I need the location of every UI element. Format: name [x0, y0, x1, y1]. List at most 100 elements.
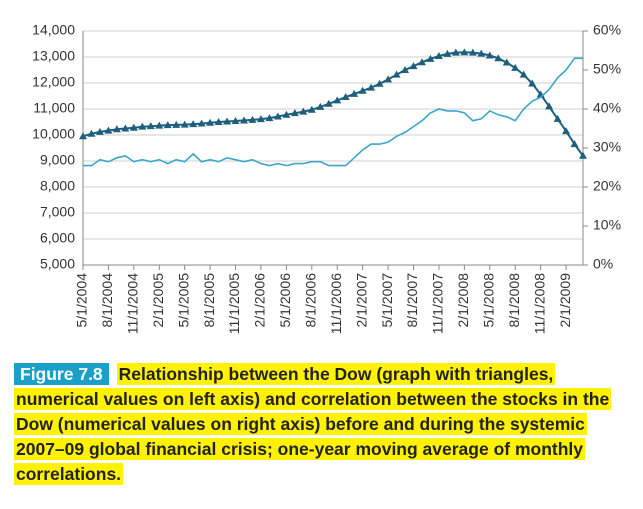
triangle-marker [248, 115, 257, 123]
triangle-marker [477, 49, 486, 57]
series-line [82, 51, 584, 157]
triangle-marker [163, 121, 172, 129]
y2-tick-label: 60% [593, 22, 621, 38]
x-tick-label: 11/1/2008 [531, 273, 547, 334]
y-tick-label: 11,000 [33, 100, 75, 116]
y-tick-label: 10,000 [32, 126, 75, 142]
triangle-marker [129, 123, 138, 131]
triangle-marker [265, 114, 274, 122]
triangle-marker [290, 109, 299, 117]
triangle-marker [562, 127, 571, 135]
x-tick-label: 11/1/2007 [430, 273, 446, 334]
triangle-marker [104, 126, 113, 134]
triangle-marker [494, 54, 503, 62]
triangle-marker [172, 120, 181, 128]
x-tick-label: 5/1/2007 [379, 273, 395, 328]
triangle-marker [155, 121, 164, 129]
x-tick-label: 8/1/2006 [303, 273, 319, 328]
triangle-marker [223, 117, 232, 125]
triangle-marker [282, 110, 291, 118]
triangle-marker [545, 102, 554, 110]
x-tick-label: 11/1/2004 [125, 273, 141, 334]
triangle-marker [316, 102, 325, 110]
chart: 5,000 6,000 7,000 8,000 9,000 10,000 11,000 12,… [32, 22, 621, 335]
x-tick-label: 5/1/2004 [74, 273, 90, 328]
triangle-marker [358, 86, 367, 94]
triangle-marker [324, 99, 333, 107]
triangle-marker [307, 105, 316, 113]
x-tick-label: 11/1/2006 [328, 273, 344, 334]
y-tick-label: 14,000 [32, 22, 75, 38]
triangle-marker [341, 93, 350, 101]
x-tick-label: 2/1/2006 [252, 273, 268, 328]
triangle-marker [95, 127, 104, 135]
y-tick-label: 6,000 [40, 230, 75, 246]
triangle-marker [401, 66, 410, 73]
x-tick-label: 2/1/2007 [353, 273, 369, 328]
triangle-marker [502, 58, 511, 66]
x-tick-label: 5/1/2008 [480, 273, 496, 328]
triangle-marker [553, 114, 562, 122]
triangle-marker [189, 120, 198, 128]
triangle-marker [146, 122, 155, 130]
x-tick-label: 2/1/2005 [150, 273, 166, 328]
y2-tick-label: 20% [593, 178, 621, 194]
y-tick-label: 13,000 [32, 48, 75, 64]
x-tick-label: 5/1/2006 [277, 273, 293, 328]
caption: Figure 7.8 Relationship between the Dow (… [14, 362, 629, 487]
triangle-marker [240, 116, 249, 124]
triangle-marker [434, 51, 443, 59]
x-tick-label: 5/1/2005 [175, 273, 191, 328]
x-tick-label: 8/1/2008 [506, 273, 522, 328]
triangle-marker [350, 89, 359, 97]
y-tick-label: 9,000 [40, 152, 75, 168]
triangle-marker [511, 63, 520, 71]
triangle-marker [417, 58, 426, 66]
triangle-marker [273, 112, 282, 120]
triangle-marker [333, 96, 342, 104]
triangle-marker [138, 122, 147, 130]
triangle-marker [579, 151, 587, 159]
triangle-marker [112, 125, 121, 133]
triangle-marker [384, 75, 393, 83]
y2-tick-label: 10% [593, 217, 621, 233]
x-tick-label: 2/1/2009 [557, 273, 573, 328]
triangle-marker [121, 124, 130, 132]
y-tick-label: 12,000 [32, 74, 75, 90]
triangle-marker [460, 48, 469, 56]
triangle-marker [392, 70, 401, 78]
y2-tick-label: 0% [593, 256, 613, 272]
triangle-marker [299, 107, 308, 115]
triangle-marker [375, 79, 384, 87]
triangle-marker [87, 129, 96, 137]
y2-tick-label: 40% [593, 100, 621, 116]
triangle-marker [570, 140, 579, 148]
x-tick-label: 11/1/2005 [226, 273, 242, 334]
triangle-marker [197, 119, 206, 127]
triangle-marker [180, 120, 189, 128]
y2-tick-label: 30% [593, 139, 621, 155]
y-tick-label: 8,000 [40, 178, 75, 194]
triangle-marker [231, 116, 240, 124]
triangle-marker [519, 70, 528, 78]
triangle-marker [528, 79, 537, 87]
y-tick-label: 5,000 [40, 256, 75, 272]
triangle-marker [79, 132, 87, 140]
triangle-marker [206, 118, 215, 126]
triangle-marker [426, 54, 435, 62]
triangle-marker [214, 118, 223, 125]
triangle-marker [256, 115, 265, 123]
triangle-marker [367, 83, 376, 91]
x-tick-label: 8/1/2005 [201, 273, 217, 328]
x-tick-label: 8/1/2007 [404, 273, 420, 328]
y-tick-label: 7,000 [40, 204, 75, 220]
y2-tick-label: 50% [593, 61, 621, 77]
x-tick-label: 2/1/2008 [455, 273, 471, 328]
series-line [83, 57, 583, 167]
triangle-marker [468, 48, 477, 56]
x-tick-label: 8/1/2004 [99, 273, 115, 328]
triangle-marker [409, 62, 418, 70]
triangle-marker [451, 48, 460, 56]
figure-label: Figure 7.8 [14, 363, 109, 385]
